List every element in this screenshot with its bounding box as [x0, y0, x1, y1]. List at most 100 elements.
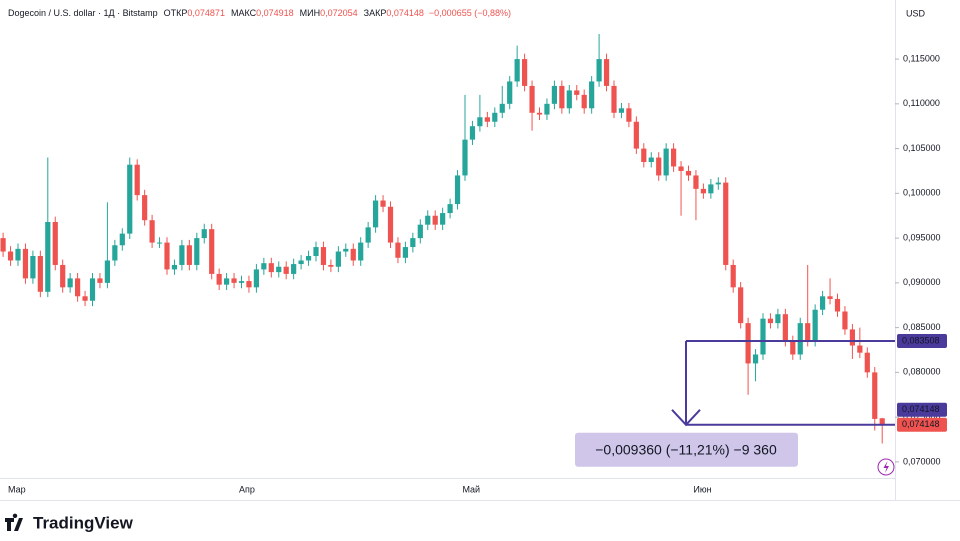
ohlc-value: 0,072054	[320, 8, 358, 18]
y-tick-label: 0,095000	[903, 232, 941, 242]
candle-body	[45, 221, 51, 292]
candle-body	[395, 242, 401, 258]
alert-icon[interactable]	[883, 461, 890, 473]
candle-body	[507, 81, 513, 104]
candle-body	[805, 323, 811, 342]
candle-body	[425, 215, 431, 225]
candle-body	[440, 213, 446, 225]
y-tick-label: 0,110000	[903, 98, 940, 108]
x-tick-label: Мар	[8, 484, 26, 494]
price-line-label-box	[897, 333, 947, 348]
candle-body	[22, 248, 29, 279]
candle-body	[447, 204, 453, 214]
candle-body	[283, 266, 289, 274]
candle-body	[261, 263, 267, 270]
candle-body	[253, 269, 259, 288]
candle-body	[589, 81, 595, 109]
candle-body	[454, 175, 461, 205]
candle-body	[462, 139, 468, 176]
candle-body	[842, 311, 848, 330]
candle-body	[812, 309, 818, 342]
candle-body	[402, 247, 408, 258]
candle-body	[313, 247, 319, 257]
candle-body	[715, 182, 721, 185]
candle-body	[581, 94, 587, 109]
candle-body	[797, 323, 803, 355]
brand-logo	[5, 513, 23, 531]
alert-button[interactable]	[877, 458, 895, 476]
candle-body	[760, 318, 766, 355]
candle-body	[335, 251, 341, 267]
candle-body	[641, 148, 647, 163]
candle-body	[603, 59, 610, 86]
candle-body	[186, 245, 192, 265]
candle-body	[745, 323, 751, 364]
candle-body	[864, 352, 870, 373]
candle-body	[782, 314, 788, 342]
candle-body	[67, 278, 73, 288]
candle-body	[305, 256, 312, 261]
candle-body	[298, 260, 304, 265]
candle-body	[373, 200, 379, 228]
candle-body	[387, 206, 394, 243]
y-tick-label: 0,100000	[903, 188, 941, 198]
y-tick-label: 0,115000	[903, 53, 940, 63]
candle-body	[320, 247, 327, 265]
candle-body	[730, 264, 736, 288]
currency[interactable]: USD	[906, 8, 926, 18]
candle-body	[738, 287, 744, 324]
candle-body	[790, 341, 796, 355]
candle-body	[75, 278, 81, 297]
currency-box[interactable]	[902, 6, 928, 22]
candle-body	[574, 90, 580, 95]
candle-body	[469, 126, 476, 140]
candle-body	[514, 59, 520, 82]
candle-body	[291, 264, 297, 274]
chart-header: Dogecoin / U.S. dollar · 1Д · Bitstamp ОТ…	[8, 8, 511, 18]
candle-body	[112, 245, 118, 261]
x-tick-label: Апр	[239, 484, 255, 494]
candle-body	[142, 195, 148, 221]
candle-body	[559, 85, 565, 109]
last-price-box	[897, 417, 947, 432]
candle-body	[89, 278, 96, 301]
candle-body	[633, 121, 639, 149]
ohlc-change: −0,000655 (−0,88%)	[429, 8, 511, 18]
candle-body	[820, 296, 826, 310]
candle-body	[708, 184, 714, 194]
candle-body	[879, 418, 885, 425]
x-tick-label: Июн	[693, 484, 711, 494]
candle-body	[767, 318, 774, 324]
candle-body	[857, 345, 863, 353]
candle-body	[238, 281, 245, 283]
ohlc-name: МИН	[300, 8, 320, 18]
candle-body	[671, 148, 677, 167]
last-price-label: 0,074148	[902, 419, 940, 429]
candle-body	[529, 85, 535, 113]
candle-body	[536, 112, 543, 115]
candle-body	[849, 329, 855, 346]
ohlc-value: 0,074871	[187, 8, 225, 18]
candle-body	[544, 103, 550, 115]
candle-body	[224, 278, 230, 285]
candle-body	[231, 278, 237, 283]
candle-body	[104, 260, 110, 283]
candle-body	[834, 298, 841, 312]
price-line-label-box	[897, 402, 947, 417]
candle-body	[0, 238, 6, 252]
candle-body	[127, 164, 133, 234]
candle-body	[551, 85, 557, 104]
candle-body	[432, 215, 438, 225]
candle-body	[380, 200, 386, 207]
candle-body	[149, 220, 155, 243]
x-tick-label: Май	[462, 484, 480, 494]
y-tick-label: 0,070000	[903, 456, 941, 466]
ohlc-value: 0,074148	[386, 8, 424, 18]
candle-body	[477, 117, 483, 127]
candle-body	[30, 256, 36, 279]
candle-body	[700, 188, 706, 194]
candle-body	[872, 372, 878, 419]
candle-body	[358, 242, 364, 261]
candle-body	[618, 108, 625, 113]
